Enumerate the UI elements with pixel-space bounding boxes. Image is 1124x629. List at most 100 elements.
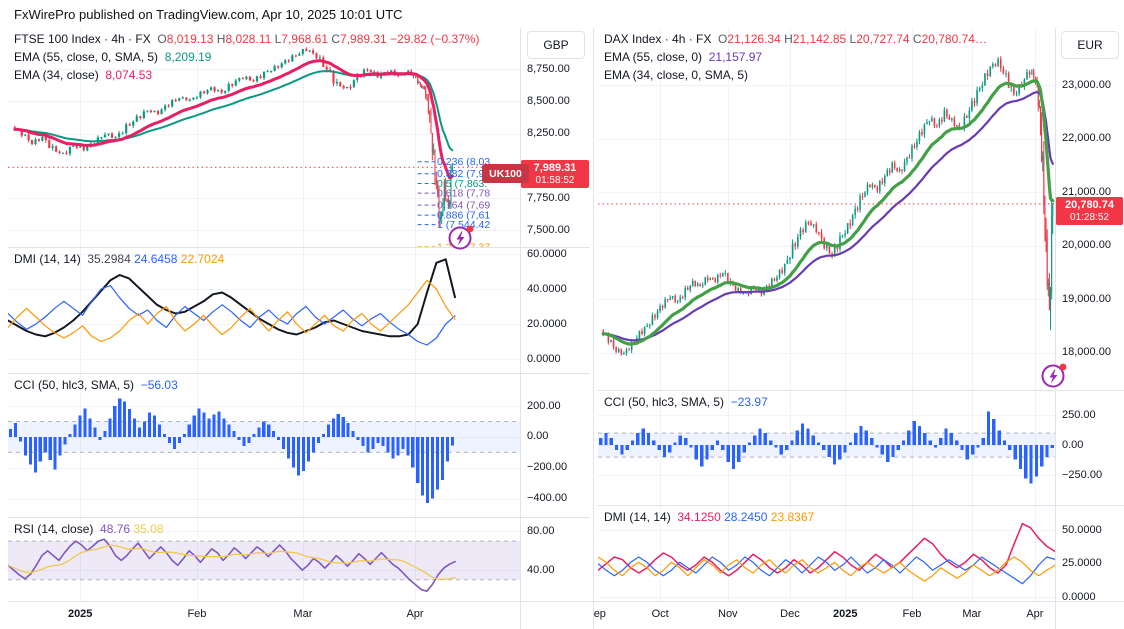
ema-line	[601, 79, 1055, 346]
ftse-rsi-legend: RSI (14, close) 48.76 35.08	[14, 521, 163, 538]
legend-text: 21,126.34	[727, 32, 785, 46]
ftse-dmi-legend: DMI (14, 14) 35.2984 24.6458 22.7024	[14, 251, 224, 268]
indicator-line	[598, 556, 1055, 582]
y-tick-label: 200.00	[527, 399, 561, 412]
legend-text: EMA (55, close, 0, SMA, 5)	[14, 50, 165, 64]
legend-text: DMI (14, 14)	[14, 252, 88, 266]
fib-level-label: 0.236 (8,03	[437, 156, 490, 168]
legend-text: 7,968.61	[281, 32, 332, 46]
y-tick-label: 40.0000	[527, 282, 567, 295]
ftse-cci-legend: CCI (50, hlc3, SMA, 5) −56.03	[14, 377, 178, 394]
y-tick-label: −250.00	[1062, 468, 1103, 481]
dax_dmi-pane[interactable]	[598, 505, 1055, 601]
legend-text: 23.8367	[770, 510, 815, 524]
legend-text: 21,142.85	[792, 32, 850, 46]
left-price-scale[interactable]	[520, 28, 590, 601]
fib-level-label: 0.382 (7,93	[437, 168, 490, 180]
flash-idea-icon-right[interactable]	[1040, 361, 1068, 389]
grid-lines	[8, 247, 520, 373]
legend-text: 22.7024	[180, 252, 225, 266]
ema-line	[13, 59, 454, 180]
flash-idea-icon-left[interactable]	[447, 223, 475, 251]
grid-lines	[598, 28, 1055, 390]
candle-bodies	[602, 58, 1054, 355]
ema-line	[602, 90, 1054, 342]
dax-symbol-legend: DAX Index · 4h · FX O21,126.34 H21,142.8…	[604, 31, 987, 48]
legend-text: 8,209.19	[164, 50, 212, 64]
fib-level-label: 0.764 (7,69	[437, 200, 490, 212]
legend-text: 21,157.97	[708, 50, 763, 64]
y-tick-label: 7,750.00	[527, 191, 570, 204]
fib-level-label: 1 (7,544.42	[437, 219, 490, 231]
legend-text: CCI (50, hlc3, SMA, 5)	[14, 378, 141, 392]
legend-text: 7,989.31	[340, 32, 391, 46]
dax-countdown: 01:28:52	[1070, 211, 1109, 223]
legend-text: 8,074.53	[105, 68, 153, 82]
uk100-symbol-badge: UK100	[482, 164, 529, 184]
y-tick-label: 8,250.00	[527, 127, 570, 140]
dax-dmi-legend: DMI (14, 14) 34.1250 28.2450 23.8367	[604, 509, 814, 526]
y-tick-label: 0.0000	[1062, 590, 1096, 603]
ftse_rsi-pane[interactable]	[8, 517, 520, 601]
fib-level-label: 0.5 (7,863.	[437, 178, 487, 190]
legend-text: H	[784, 32, 793, 46]
y-tick-label: 80.00	[527, 524, 555, 537]
time-axis[interactable]	[0, 601, 1124, 629]
time-axis-label: Nov	[718, 608, 738, 620]
indicator-line	[8, 538, 456, 593]
legend-text: DMI (14, 14)	[604, 510, 678, 524]
y-tick-label: 8,750.00	[527, 62, 570, 75]
y-tick-label: 22,000.00	[1062, 132, 1111, 145]
time-axis-label: ep	[593, 608, 606, 620]
dax-price-badge: 20,780.74 01:28:52	[1056, 196, 1123, 225]
legend-text: 28.2450	[724, 510, 771, 524]
legend-text: −29.82 (−0.37%)	[390, 32, 480, 46]
fib-level-label: 0.886 (7,61	[437, 210, 490, 222]
ftse_dmi-pane[interactable]	[8, 247, 520, 373]
legend-text: EMA (34, close, 0, SMA, 5)	[604, 68, 749, 82]
dax-cci-legend: CCI (50, hlc3, SMA, 5) −23.97	[604, 394, 768, 411]
eur-currency-button[interactable]: EUR	[1061, 31, 1119, 59]
y-tick-label: 250.00	[1062, 408, 1096, 421]
legend-text: −23.97	[730, 395, 768, 409]
legend-text: DAX Index · 4h · FX	[604, 32, 719, 46]
ftse_cci-pane[interactable]	[8, 373, 520, 517]
legend-text: 24.6458	[134, 252, 181, 266]
dax-ema55-legend: EMA (55, close, 0) 21,157.97	[604, 49, 762, 66]
legend-text: O	[718, 32, 728, 46]
candle-wicks	[602, 56, 1054, 356]
time-axis-label: Feb	[187, 608, 207, 620]
legend-text: 35.08	[133, 522, 164, 536]
legend-text: RSI (14, close)	[14, 522, 101, 536]
legend-text: 34.1250	[677, 510, 725, 524]
ftse_price-pane[interactable]: 0.236 (8,030.382 (7,930.5 (7,863.0.618 (…	[8, 28, 520, 253]
indicator-line	[8, 279, 456, 343]
ftse-ema55-legend: EMA (55, close, 0, SMA, 5) 8,209.19	[14, 49, 211, 66]
dax_cci-pane[interactable]	[598, 390, 1055, 505]
gbp-currency-button[interactable]: GBP	[527, 31, 585, 59]
dax_price-pane[interactable]	[598, 28, 1055, 390]
ftse-last-price: 7,989.31	[533, 162, 577, 175]
legend-text: C	[912, 32, 922, 46]
time-axis-label: 2025	[67, 608, 93, 620]
y-tick-label: 8,500.00	[527, 94, 570, 107]
y-tick-label: 20,000.00	[1062, 239, 1111, 252]
legend-text: EMA (34, close)	[14, 68, 106, 82]
legend-text: −56.03	[140, 378, 178, 392]
y-tick-label: 50.0000	[1062, 523, 1102, 536]
y-tick-label: 20.0000	[527, 317, 567, 330]
ftse-price-badge: 7,989.31 01:58:52	[521, 160, 589, 189]
time-axis-label: 2025	[832, 608, 858, 620]
y-tick-label: 0.00	[527, 430, 549, 443]
legend-text: 20,727.74	[856, 32, 913, 46]
legend-text: 48.76	[100, 522, 134, 536]
y-tick-label: 18,000.00	[1062, 346, 1111, 359]
indicator-band	[598, 433, 1055, 458]
y-tick-label: 23,000.00	[1062, 78, 1111, 91]
legend-text: 8,028.11	[225, 32, 275, 46]
right-price-scale[interactable]	[1055, 28, 1124, 601]
fib-level-label: 0.618 (7,78	[437, 188, 490, 200]
y-tick-label: 0.0000	[527, 352, 561, 365]
y-tick-label: 25.0000	[1062, 557, 1102, 570]
